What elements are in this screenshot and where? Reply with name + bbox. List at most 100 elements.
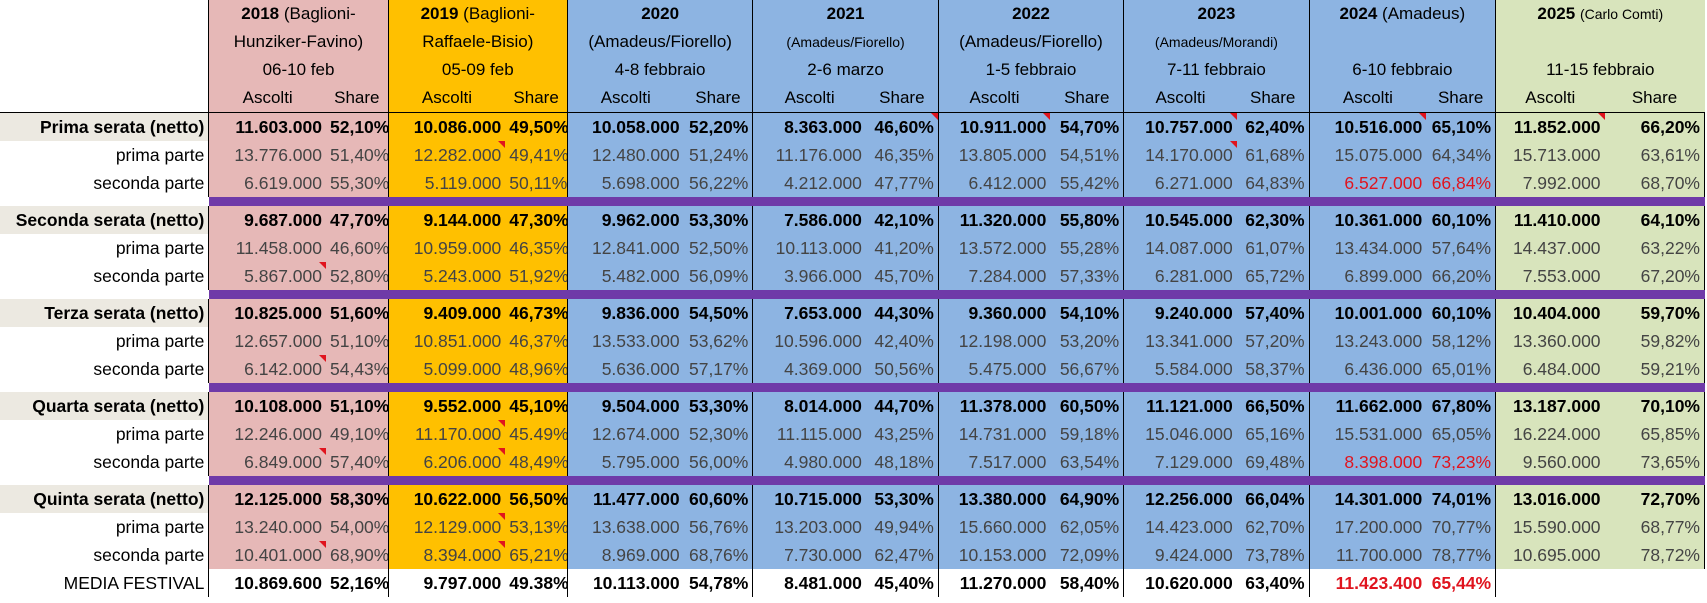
ascolti-value: 9.409.000 [387, 299, 506, 327]
ascolti-value: 4.212.000 [752, 169, 866, 197]
share-value: 51,24% [683, 141, 753, 169]
ascolti-value: 6.412.000 [937, 169, 1051, 197]
share-value: 68,90% [326, 541, 389, 569]
host-label: (Baglioni- [283, 4, 356, 23]
share-value: 43,25% [865, 420, 939, 448]
share-value: 73,23% [1426, 448, 1496, 476]
share-value: 47,77% [865, 169, 939, 197]
ascolti-value: 10.404.000 [1495, 299, 1605, 327]
ascolti-value: 11.603.000 [208, 112, 326, 141]
ascolti-value: 5.475.000 [937, 355, 1051, 383]
ascolti-value: 12.674.000 [566, 420, 684, 448]
year-header-2025: 2025 (Carlo Comti) [1495, 0, 1705, 28]
ascolti-value: 10.911.000 [937, 112, 1051, 141]
ascolti-value: 11.662.000 [1308, 392, 1427, 420]
serata-label: Prima serata (netto) [0, 112, 209, 141]
share-value: 55,80% [1050, 206, 1124, 234]
corner-blank [0, 56, 209, 84]
ascolti-value: 12.198.000 [937, 327, 1051, 355]
share-value: 50,11% [505, 169, 568, 197]
share-value: 42,10% [865, 206, 939, 234]
ascolti-value: 13.572.000 [937, 234, 1051, 262]
ascolti-value: 11.410.000 [1495, 206, 1605, 234]
ascolti-value: 11.320.000 [937, 206, 1051, 234]
host-label-2: Raffaele-Bisio) [422, 32, 534, 51]
ascolti-value: 9.836.000 [566, 299, 684, 327]
media-ascolti-value [1495, 569, 1605, 597]
share-value: 66,20% [1426, 262, 1496, 290]
ascolti-value: 10.108.000 [208, 392, 326, 420]
year-label: 2023 [1197, 4, 1236, 23]
share-value: 46,60% [326, 234, 389, 262]
media-ascolti-value: 11.270.000 [937, 569, 1051, 597]
ascolti-value: 11.115.000 [752, 420, 866, 448]
media-ascolti-value: 10.869.600 [208, 569, 326, 597]
share-value: 47,70% [326, 206, 389, 234]
ascolti-value: 15.713.000 [1495, 141, 1605, 169]
corner-blank [0, 28, 209, 56]
parte-label: prima parte [115, 424, 205, 444]
year-header-2023: 2023 [1123, 0, 1310, 28]
ascolti-value: 14.423.000 [1123, 513, 1237, 541]
section-separator [208, 383, 1705, 392]
share-header: Share [505, 84, 568, 113]
share-value: 46,37% [505, 327, 568, 355]
section-separator [208, 476, 1705, 485]
share-value: 59,82% [1604, 327, 1705, 355]
ascolti-value: 12.129.000 [387, 513, 506, 541]
share-header: Share [1604, 84, 1705, 113]
ascolti-value: 5.698.000 [566, 169, 684, 197]
ascolti-value: 14.170.000 [1123, 141, 1237, 169]
share-header: Share [683, 84, 753, 113]
ascolti-value: 5.795.000 [566, 448, 684, 476]
share-value: 78,72% [1604, 541, 1705, 569]
share-value: 52,80% [326, 262, 389, 290]
share-value: 70,10% [1604, 392, 1705, 420]
share-value: 46,35% [505, 234, 568, 262]
year-header-2022: 2022 [937, 0, 1124, 28]
ascolti-value: 13.203.000 [752, 513, 866, 541]
share-value: 65,85% [1604, 420, 1705, 448]
share-value: 65,05% [1426, 420, 1496, 448]
share-value: 67,80% [1426, 392, 1496, 420]
ascolti-value: 9.240.000 [1123, 299, 1237, 327]
media-share-value: 54,78% [683, 569, 753, 597]
share-header: Share [865, 84, 939, 113]
section-separator [208, 290, 1705, 299]
share-value: 61,68% [1236, 141, 1310, 169]
dates-header: 2-6 marzo [752, 56, 939, 84]
host-header: Hunziker-Favino) [208, 28, 389, 56]
ascolti-value: 14.437.000 [1495, 234, 1605, 262]
share-value: 55,28% [1050, 234, 1124, 262]
ascolti-value: 6.142.000 [208, 355, 326, 383]
ascolti-value: 7.992.000 [1495, 169, 1605, 197]
ascolti-value: 4.369.000 [752, 355, 866, 383]
parte-label: prima parte [115, 331, 205, 351]
share-value: 62,40% [1236, 112, 1310, 141]
dates-header: 1-5 febbraio [937, 56, 1124, 84]
share-value: 63,61% [1604, 141, 1705, 169]
host-label: (Baglioni- [463, 4, 535, 23]
share-value: 56,00% [683, 448, 753, 476]
share-value: 53,20% [1050, 327, 1124, 355]
share-value: 48,49% [505, 448, 568, 476]
share-value: 66,50% [1236, 392, 1310, 420]
host-header [1495, 28, 1705, 56]
share-value: 42,40% [865, 327, 939, 355]
share-header: Share [1426, 84, 1496, 113]
share-header: Share [1236, 84, 1310, 113]
share-value: 52,20% [683, 112, 753, 141]
share-value: 58,12% [1426, 327, 1496, 355]
share-value: 62,70% [1236, 513, 1310, 541]
share-value: 59,21% [1604, 355, 1705, 383]
ascolti-value: 4.980.000 [752, 448, 866, 476]
share-value: 62,05% [1050, 513, 1124, 541]
share-value: 54,50% [683, 299, 753, 327]
host-label: (Amadeus) [1382, 4, 1466, 23]
host-label-2: Hunziker-Favino) [233, 32, 364, 51]
ascolti-value: 9.687.000 [208, 206, 326, 234]
share-value: 45.49% [505, 420, 568, 448]
share-value: 57,64% [1426, 234, 1496, 262]
ascolti-value: 15.590.000 [1495, 513, 1605, 541]
